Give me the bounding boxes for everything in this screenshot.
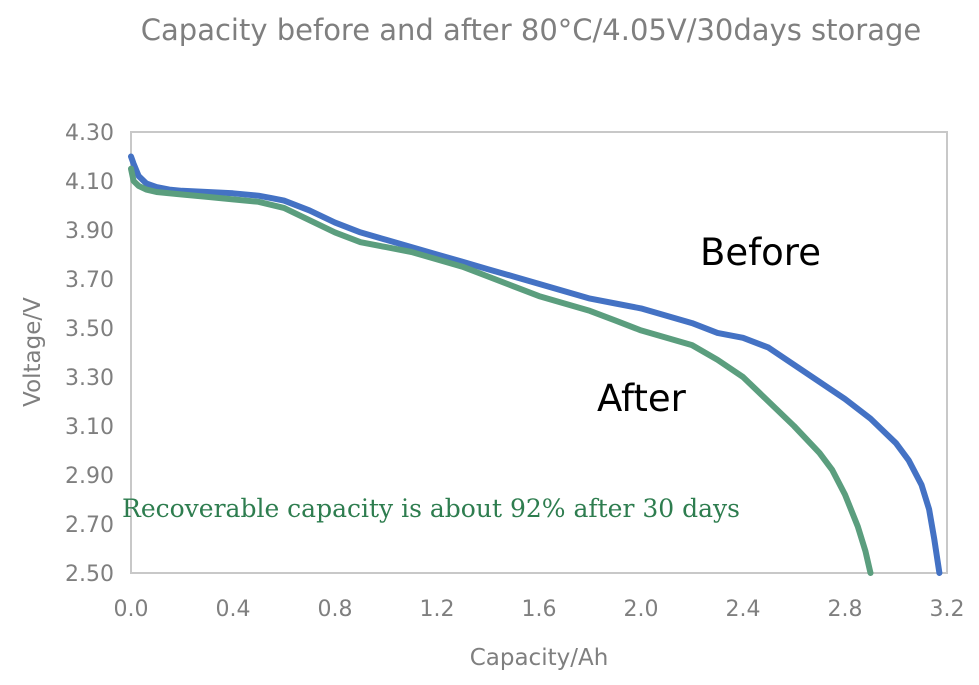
x-tick-label: 1.6 — [522, 597, 557, 622]
x-axis-ticks: 0.0 0.4 0.8 1.2 1.6 2.0 2.4 2.8 3.2 — [114, 597, 965, 622]
y-tick-label: 3.50 — [65, 317, 114, 342]
y-axis-ticks: 2.50 2.70 2.90 3.10 3.30 3.50 3.70 3.90 4.10 4.30 — [65, 121, 114, 587]
recoverable-capacity-note: Recoverable capacity is about 92% after … — [122, 494, 740, 523]
after-label: After — [597, 377, 687, 420]
x-tick-label: 3.2 — [930, 597, 965, 622]
x-tick-label: 1.2 — [420, 597, 455, 622]
x-tick-label: 2.4 — [726, 597, 761, 622]
chart-title: Capacity before and after 80°C/4.05V/30d… — [141, 13, 921, 47]
series-line-after — [128, 165, 874, 576]
y-tick-label: 2.90 — [65, 464, 114, 489]
y-tick-label: 2.50 — [65, 562, 114, 587]
x-tick-label: 0.8 — [318, 597, 353, 622]
x-tick-label: 0.4 — [216, 597, 251, 622]
y-tick-label: 4.10 — [65, 170, 114, 195]
y-tick-label: 4.30 — [65, 121, 114, 146]
y-tick-label: 3.30 — [65, 366, 114, 391]
y-tick-label: 3.10 — [65, 415, 114, 440]
before-label: Before — [700, 231, 821, 274]
x-tick-label: 2.0 — [624, 597, 659, 622]
plot-area-border — [130, 131, 948, 574]
x-tick-label: 0.0 — [114, 597, 149, 622]
series-layer — [128, 153, 943, 576]
x-tick-label: 2.8 — [828, 597, 863, 622]
x-axis-label: Capacity/Ah — [470, 645, 609, 671]
y-tick-label: 3.90 — [65, 219, 114, 244]
y-axis-label: Voltage/V — [20, 297, 46, 407]
y-tick-label: 3.70 — [65, 268, 114, 293]
series-line-before — [128, 153, 943, 576]
y-tick-label: 2.70 — [65, 513, 114, 538]
